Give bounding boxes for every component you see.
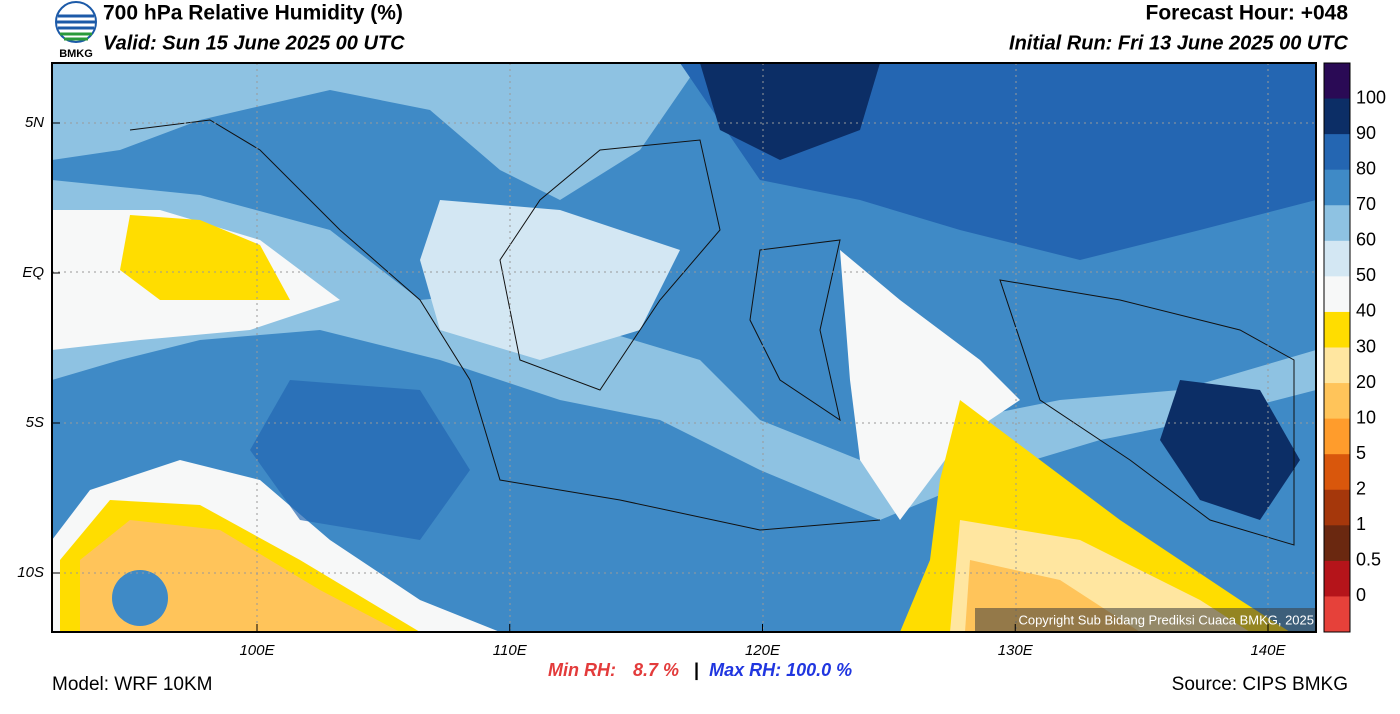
logo: BMKG xyxy=(55,1,97,60)
min-value: 8.7 % xyxy=(633,660,679,680)
colorbar-segment xyxy=(1324,63,1350,100)
colorbar-segment xyxy=(1324,347,1350,384)
colorbar-label: 0.5 xyxy=(1356,550,1381,570)
lat-label: 5N xyxy=(25,114,44,131)
valid-time: Valid: Sun 15 June 2025 00 UTC xyxy=(103,32,405,54)
colorbar-label: 0 xyxy=(1356,585,1366,605)
colorbar: 100 90 80 70 60 50 40 30 20 10 5 2 1 0.5 0 xyxy=(1323,62,1386,633)
lon-label: 140E xyxy=(1250,642,1286,659)
rh-stats: Min RH: 8.7 % | Max RH: 100.0 % xyxy=(548,660,852,680)
colorbar-label: 30 xyxy=(1356,336,1376,356)
graticule xyxy=(52,63,1316,632)
colorbar-frame xyxy=(1323,62,1351,633)
colorbar-label: 2 xyxy=(1356,479,1366,499)
colorbar-label: 40 xyxy=(1356,301,1376,321)
lat-label: EQ xyxy=(22,264,44,281)
colorbar-label: 1 xyxy=(1356,514,1366,534)
logo-text: BMKG xyxy=(59,48,93,60)
colorbar-segment xyxy=(1324,205,1350,242)
colorbar-label: 70 xyxy=(1356,194,1376,214)
colorbar-segment xyxy=(1324,560,1350,597)
colorbar-segment xyxy=(1324,489,1350,526)
colorbar-segment xyxy=(1324,383,1350,420)
lon-label: 100E xyxy=(239,642,275,659)
min-label: Min RH: xyxy=(548,660,616,680)
colorbar-label: 80 xyxy=(1356,158,1376,178)
colorbar-label: 90 xyxy=(1356,123,1376,143)
colorbar-segment xyxy=(1324,240,1350,277)
initial-run: Initial Run: Fri 13 June 2025 00 UTC xyxy=(1009,32,1349,54)
forecast-hour: Forecast Hour: +048 xyxy=(1146,2,1349,25)
map-frame xyxy=(51,62,1317,633)
colorbar-segment xyxy=(1324,98,1350,135)
lon-label: 130E xyxy=(998,642,1034,659)
colorbar-segment xyxy=(1324,525,1350,562)
copyright: Copyright Sub Bidang Prediksi Cuaca BMKG… xyxy=(1018,612,1314,627)
lat-label: 5S xyxy=(26,414,44,431)
separator: | xyxy=(694,660,699,680)
humidity-field: Copyright Sub Bidang Prediksi Cuaca BMKG… xyxy=(52,63,1316,632)
colorbar-segment xyxy=(1324,276,1350,313)
colorbar-segment xyxy=(1324,311,1350,348)
lon-label: 120E xyxy=(745,642,781,659)
colorbar-label: 10 xyxy=(1356,407,1376,427)
colorbar-segment xyxy=(1324,454,1350,491)
colorbar-segment xyxy=(1324,418,1350,455)
source: Source: CIPS BMKG xyxy=(1172,674,1348,695)
model: Model: WRF 10KM xyxy=(52,674,212,695)
colorbar-segment xyxy=(1324,596,1350,633)
colorbar-segment xyxy=(1324,169,1350,206)
max-label: Max RH: 100.0 % xyxy=(709,660,852,680)
colorbar-label: 5 xyxy=(1356,443,1366,463)
colorbar-label: 100 xyxy=(1356,87,1386,107)
colorbar-label: 50 xyxy=(1356,265,1376,285)
colorbar-label: 60 xyxy=(1356,230,1376,250)
lon-label: 110E xyxy=(493,642,528,659)
colorbar-segment xyxy=(1324,134,1350,171)
colorbar-label: 20 xyxy=(1356,372,1376,392)
lat-label: 10S xyxy=(17,564,44,581)
axis-labels: 5N EQ 5S 10S 100E 110E 120E 130E 140E xyxy=(17,114,1286,659)
title: 700 hPa Relative Humidity (%) xyxy=(103,2,403,25)
